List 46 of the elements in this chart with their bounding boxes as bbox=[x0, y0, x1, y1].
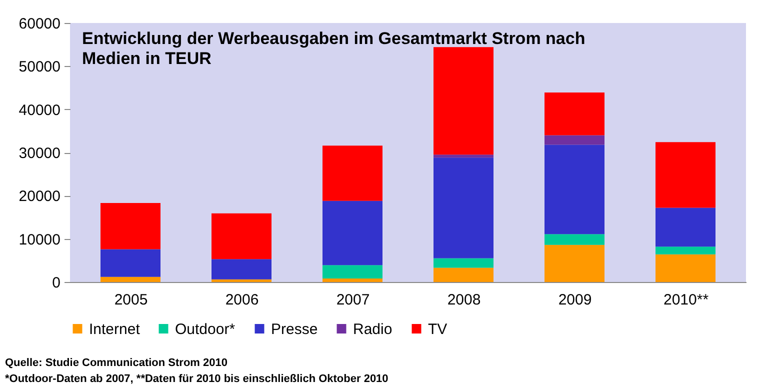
y-tick-label: 40000 bbox=[18, 102, 60, 119]
legend-label: TV bbox=[428, 320, 448, 338]
bar bbox=[544, 135, 604, 145]
bar bbox=[322, 200, 382, 266]
bar bbox=[544, 92, 604, 136]
text: Entwicklung der Werbeausgaben im Gesamtmarkt Strom nach bbox=[82, 29, 586, 48]
bar bbox=[544, 244, 604, 282]
y-tick-label: 50000 bbox=[18, 58, 60, 76]
x-tick-label: 2005 bbox=[114, 292, 148, 308]
bar bbox=[212, 213, 272, 260]
bar bbox=[656, 208, 716, 247]
y-tick-label: 60000 bbox=[18, 16, 60, 32]
bar bbox=[100, 276, 160, 282]
y-tick-label: 10000 bbox=[18, 231, 60, 248]
y-tick-label: 20000 bbox=[18, 188, 60, 206]
legend-label: Radio bbox=[353, 320, 392, 338]
bar bbox=[656, 142, 716, 208]
bar bbox=[100, 249, 160, 277]
bar bbox=[434, 154, 494, 158]
text: *Outdoor-Daten ab 2007, **Daten für 2010 bis einschließlich Oktober 2010 bbox=[5, 373, 388, 385]
bar bbox=[434, 158, 494, 258]
x-tick-label: 2006 bbox=[225, 292, 259, 308]
bar bbox=[656, 254, 716, 282]
x-tick-label: 2007 bbox=[336, 292, 370, 308]
x-tick-label: 2008 bbox=[447, 292, 481, 308]
legend-label: Internet bbox=[89, 320, 141, 338]
bar bbox=[434, 258, 494, 268]
y-tick-label: 30000 bbox=[18, 145, 60, 162]
bar bbox=[544, 234, 604, 245]
bar bbox=[322, 146, 382, 201]
text: Medien in TEUR bbox=[82, 49, 212, 68]
source-note: Quelle: Studie Communication Strom 2010 bbox=[5, 357, 228, 369]
bar bbox=[322, 265, 382, 279]
x-tick-label: 2009 bbox=[558, 292, 592, 308]
bar bbox=[434, 268, 494, 282]
x-tick-label: 2010** bbox=[663, 292, 709, 308]
legend-label: Presse bbox=[271, 320, 318, 338]
legend-label: Outdoor* bbox=[175, 320, 236, 338]
bar bbox=[212, 279, 272, 282]
bar bbox=[434, 47, 494, 155]
bar bbox=[100, 203, 160, 250]
bar bbox=[544, 144, 604, 234]
bar bbox=[322, 278, 382, 282]
bar bbox=[212, 259, 272, 280]
y-tick-label: 0 bbox=[52, 274, 60, 292]
bar bbox=[656, 246, 716, 254]
